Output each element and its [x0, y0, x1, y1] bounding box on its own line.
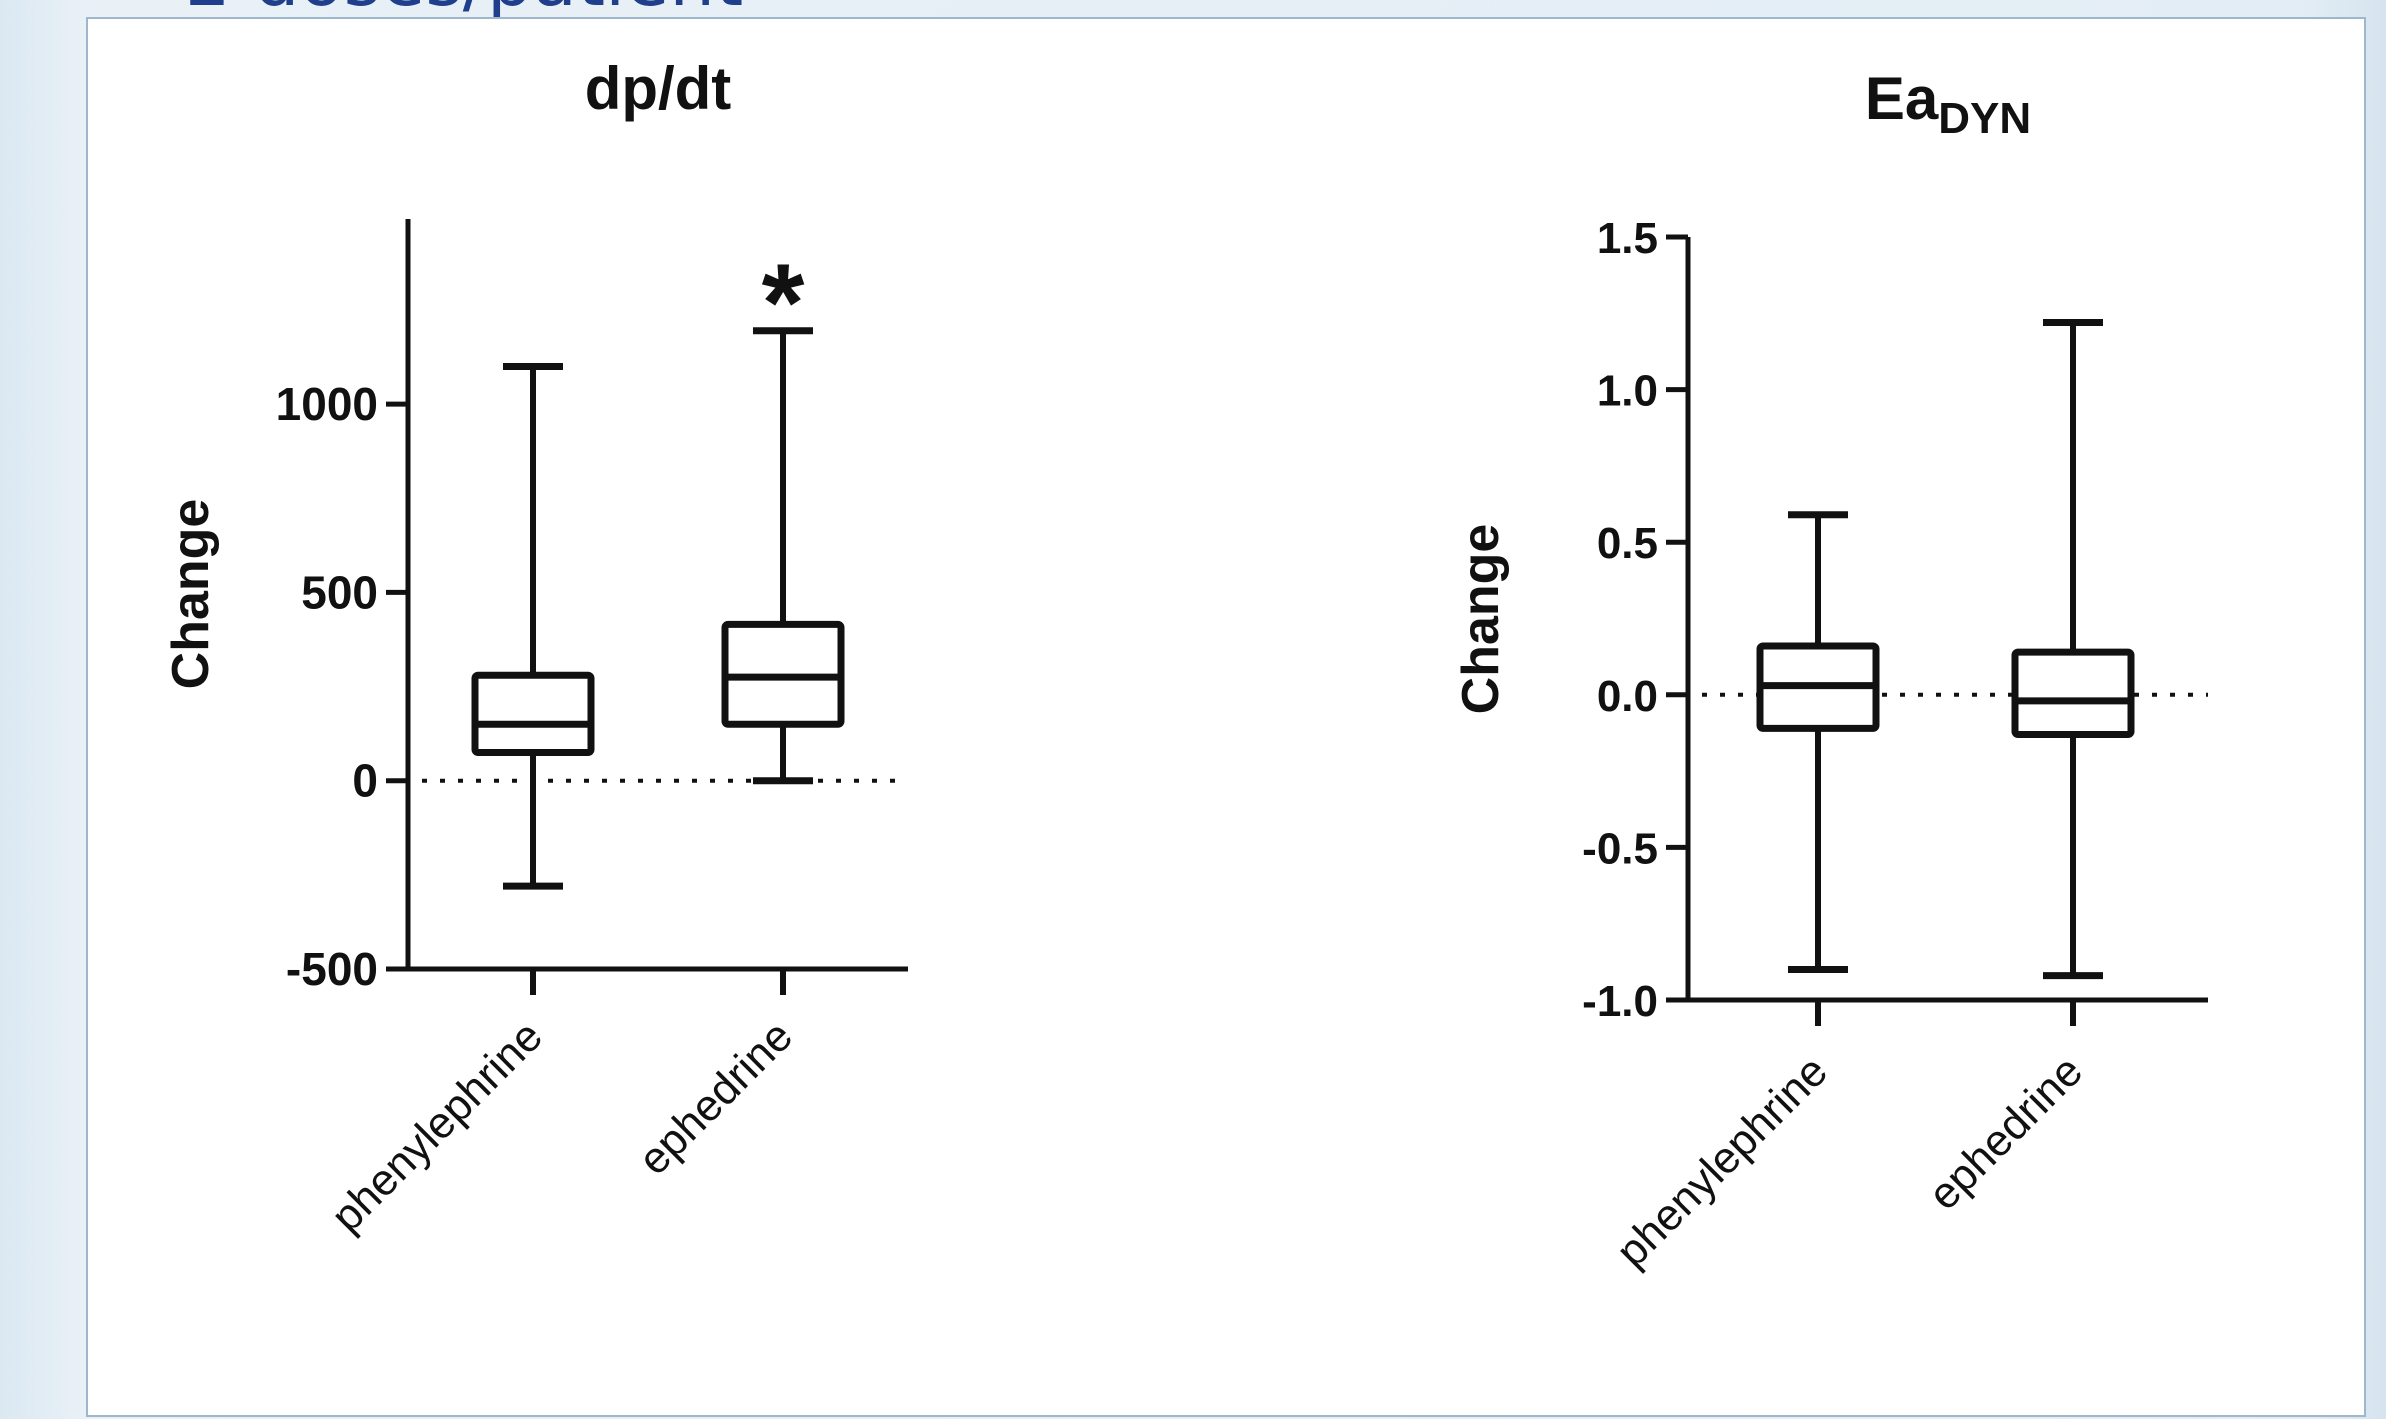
y-tick-label: -500	[286, 943, 378, 995]
y-axis-label: Change	[1452, 524, 1510, 715]
box-iqr-phenylephrine	[471, 671, 595, 756]
chart-title-main: Ea	[1865, 65, 1939, 132]
charts-svg: dp/dt 1000 500 0 -500 Change phenylephrine * eph…	[162, 55, 2208, 1277]
y-tick-label: 500	[301, 566, 378, 618]
chart-title-main: dp/dt	[585, 55, 732, 122]
y-tick-label: 0.0	[1597, 672, 1658, 721]
chart-title: dp/dt	[585, 55, 732, 122]
y-axis-label: Change	[162, 499, 220, 690]
x-category-label: phenylephrine	[322, 1011, 552, 1241]
chart-title: EaDYN	[1865, 65, 2031, 143]
chart-dpdt: dp/dt 1000 500 0 -500 Change phenylephrine * eph…	[162, 55, 908, 1242]
y-tick-label: 0.5	[1597, 519, 1658, 568]
x-category-label: phenylephrine	[1607, 1046, 1837, 1276]
x-category-label: ephedrine	[1919, 1046, 2092, 1219]
y-tick-label: -1.0	[1582, 977, 1658, 1026]
chart-ea-dyn: EaDYN 1.5 1.0 0.5 0.0 -0.5 -1.0 Change phenyleph…	[1452, 65, 2208, 1277]
y-tick-label: -0.5	[1582, 824, 1658, 873]
y-tick-label: 1.5	[1597, 214, 1658, 263]
x-category-label: ephedrine	[629, 1011, 802, 1184]
significance-annotation: *	[762, 242, 805, 365]
box-iqr-ephedrine	[2011, 648, 2135, 738]
y-tick-label: 1.0	[1597, 367, 1658, 416]
slide-heading: 2 doses/patient	[185, 0, 743, 22]
chart-title-subscript: DYN	[1938, 94, 2031, 143]
y-tick-label: 1000	[276, 378, 378, 430]
figure-panel: dp/dt 1000 500 0 -500 Change phenylephrine * eph…	[86, 17, 2366, 1417]
y-tick-label: 0	[352, 755, 378, 807]
